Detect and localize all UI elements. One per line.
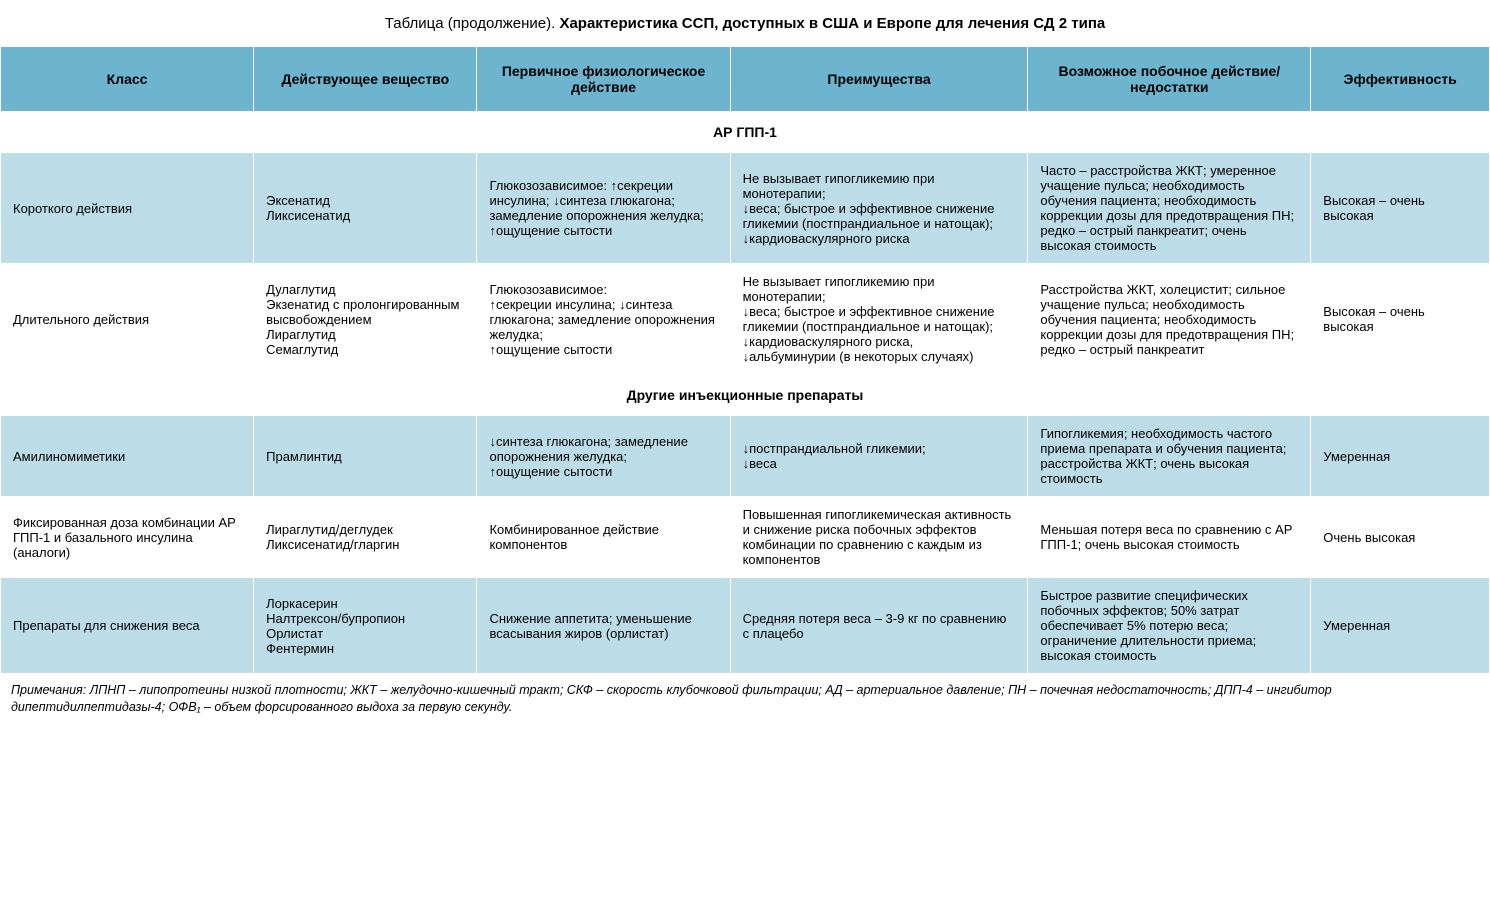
notes-text: Примечания: ЛПНП – липопротеины низкой п… bbox=[1, 674, 1490, 725]
cell: ЭксенатидЛиксисенатид bbox=[254, 153, 477, 264]
cell: Меньшая потеря веса по сравнению с АР ГП… bbox=[1028, 497, 1311, 578]
cell: Не вызывает гипогликемию при монотерапии… bbox=[730, 264, 1028, 375]
notes-row: Примечания: ЛПНП – липопротеины низкой п… bbox=[1, 674, 1490, 725]
cell: Фиксированная доза комбинации АР ГПП-1 и… bbox=[1, 497, 254, 578]
col-action: Первичное физиологическое действие bbox=[477, 47, 730, 112]
cell: Средняя потеря веса – 3-9 кг по сравнени… bbox=[730, 578, 1028, 674]
cell: Быстрое развитие специфических побочных … bbox=[1028, 578, 1311, 674]
cell: ↓постпрандиальной гликемии;↓веса bbox=[730, 416, 1028, 497]
table-row: Короткого действия ЭксенатидЛиксисенатид… bbox=[1, 153, 1490, 264]
title-prefix: Таблица (продолжение). bbox=[385, 15, 560, 32]
cell: Гипогликемия; необходимость частого прие… bbox=[1028, 416, 1311, 497]
cell: Снижение аппетита; уменьшение всасывания… bbox=[477, 578, 730, 674]
table-row: Фиксированная доза комбинации АР ГПП-1 и… bbox=[1, 497, 1490, 578]
table-row: Длительного действия ДулаглутидЭкзенатид… bbox=[1, 264, 1490, 375]
col-advantages: Преимущества bbox=[730, 47, 1028, 112]
cell: Умеренная bbox=[1311, 578, 1490, 674]
cell: Повышенная гипогликемическая активность … bbox=[730, 497, 1028, 578]
cell: Глюкозозависимое:↑секреции инсулина; ↓си… bbox=[477, 264, 730, 375]
cell: ↓синтеза глюкагона; замедление опорожнен… bbox=[477, 416, 730, 497]
drug-characteristics-table: Таблица (продолжение). Характеристика СС… bbox=[0, 0, 1490, 725]
col-class: Класс bbox=[1, 47, 254, 112]
cell: Лираглутид/деглудекЛиксисенатид/гларгин bbox=[254, 497, 477, 578]
table-row: Амилиномиметики Прамлинтид ↓синтеза глюк… bbox=[1, 416, 1490, 497]
cell: Короткого действия bbox=[1, 153, 254, 264]
section-row-1: АР ГПП-1 bbox=[1, 112, 1490, 153]
cell: Не вызывает гипогликемию при монотерапии… bbox=[730, 153, 1028, 264]
cell: ДулаглутидЭкзенатид с пролонгированным в… bbox=[254, 264, 477, 375]
cell: Умеренная bbox=[1311, 416, 1490, 497]
table-row: Препараты для снижения веса ЛоркасеринНа… bbox=[1, 578, 1490, 674]
section-2-label: Другие инъекционные препараты bbox=[1, 375, 1490, 416]
col-substance: Действующее вещество bbox=[254, 47, 477, 112]
cell: Препараты для снижения веса bbox=[1, 578, 254, 674]
section-1-label: АР ГПП-1 bbox=[1, 112, 1490, 153]
cell: Очень высокая bbox=[1311, 497, 1490, 578]
table-title: Таблица (продолжение). Характеристика СС… bbox=[1, 1, 1490, 47]
cell: Высокая – очень высокая bbox=[1311, 153, 1490, 264]
cell: Комбинированное действие компонентов bbox=[477, 497, 730, 578]
cell: Высокая – очень высокая bbox=[1311, 264, 1490, 375]
cell: Прамлинтид bbox=[254, 416, 477, 497]
section-row-2: Другие инъекционные препараты bbox=[1, 375, 1490, 416]
col-sideeffects: Возможное побочное действие/ недостатки bbox=[1028, 47, 1311, 112]
cell: ЛоркасеринНалтрексон/бупропионОрлистатФе… bbox=[254, 578, 477, 674]
cell: Часто – расстройства ЖКТ; умеренное учащ… bbox=[1028, 153, 1311, 264]
cell: Глюкозозависимое: ↑секреции инсулина; ↓с… bbox=[477, 153, 730, 264]
title-bold: Характеристика ССП, доступных в США и Ев… bbox=[559, 15, 1105, 32]
cell: Расстройства ЖКТ, холецистит; сильное уч… bbox=[1028, 264, 1311, 375]
cell: Амилиномиметики bbox=[1, 416, 254, 497]
table-header-row: Класс Действующее вещество Первичное физ… bbox=[1, 47, 1490, 112]
table-title-row: Таблица (продолжение). Характеристика СС… bbox=[1, 1, 1490, 47]
cell: Длительного действия bbox=[1, 264, 254, 375]
col-efficacy: Эффективность bbox=[1311, 47, 1490, 112]
